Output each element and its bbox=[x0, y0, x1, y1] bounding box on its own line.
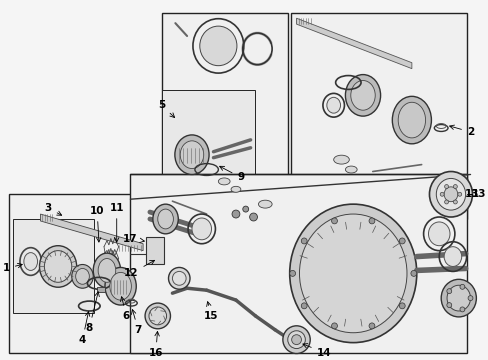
Ellipse shape bbox=[440, 279, 475, 317]
Text: 9: 9 bbox=[219, 166, 244, 183]
Ellipse shape bbox=[299, 214, 406, 333]
Ellipse shape bbox=[443, 187, 457, 202]
Ellipse shape bbox=[301, 303, 306, 309]
Ellipse shape bbox=[326, 97, 340, 113]
Ellipse shape bbox=[452, 185, 456, 189]
Ellipse shape bbox=[289, 270, 295, 276]
Ellipse shape bbox=[192, 218, 211, 240]
Text: 7: 7 bbox=[131, 310, 142, 335]
Ellipse shape bbox=[333, 155, 348, 164]
Text: 1: 1 bbox=[2, 264, 22, 274]
Ellipse shape bbox=[446, 303, 451, 307]
Ellipse shape bbox=[76, 269, 89, 284]
Ellipse shape bbox=[410, 270, 416, 276]
Ellipse shape bbox=[399, 238, 405, 244]
Ellipse shape bbox=[350, 81, 374, 110]
Ellipse shape bbox=[231, 186, 241, 192]
Ellipse shape bbox=[232, 210, 240, 218]
Bar bbox=[146, 237, 163, 265]
Bar bbox=[9, 194, 150, 352]
Ellipse shape bbox=[93, 253, 121, 288]
Ellipse shape bbox=[291, 335, 301, 345]
Ellipse shape bbox=[443, 247, 461, 266]
Polygon shape bbox=[41, 214, 143, 251]
Bar bbox=[162, 90, 255, 219]
Ellipse shape bbox=[168, 267, 190, 289]
Ellipse shape bbox=[435, 179, 465, 210]
Polygon shape bbox=[130, 175, 466, 352]
Bar bbox=[13, 219, 94, 313]
Ellipse shape bbox=[40, 246, 77, 287]
Text: 8: 8 bbox=[85, 292, 99, 333]
Bar bbox=[162, 13, 287, 219]
Ellipse shape bbox=[172, 271, 186, 285]
Ellipse shape bbox=[289, 204, 416, 343]
Text: 17: 17 bbox=[123, 234, 144, 244]
Ellipse shape bbox=[153, 204, 178, 234]
Ellipse shape bbox=[446, 285, 469, 311]
Ellipse shape bbox=[331, 218, 337, 224]
Ellipse shape bbox=[428, 171, 471, 217]
Ellipse shape bbox=[446, 289, 451, 294]
Text: 13: 13 bbox=[464, 189, 479, 199]
Ellipse shape bbox=[391, 96, 430, 144]
Ellipse shape bbox=[258, 200, 271, 208]
Ellipse shape bbox=[175, 135, 209, 175]
Ellipse shape bbox=[249, 213, 257, 221]
Ellipse shape bbox=[368, 218, 374, 224]
Ellipse shape bbox=[110, 273, 131, 300]
Ellipse shape bbox=[427, 222, 449, 246]
Bar bbox=[290, 13, 466, 219]
Ellipse shape bbox=[44, 251, 72, 282]
Ellipse shape bbox=[397, 102, 425, 138]
Ellipse shape bbox=[243, 206, 248, 212]
Ellipse shape bbox=[444, 185, 447, 189]
Ellipse shape bbox=[331, 323, 337, 329]
Ellipse shape bbox=[158, 209, 173, 229]
Text: 16: 16 bbox=[148, 332, 163, 357]
Text: 3: 3 bbox=[44, 203, 61, 215]
Text: 13: 13 bbox=[470, 189, 485, 199]
Text: 10: 10 bbox=[90, 206, 104, 242]
Ellipse shape bbox=[301, 238, 306, 244]
Ellipse shape bbox=[218, 178, 230, 185]
Ellipse shape bbox=[467, 296, 472, 301]
Ellipse shape bbox=[345, 75, 380, 116]
Ellipse shape bbox=[399, 303, 405, 309]
Text: 5: 5 bbox=[158, 100, 174, 117]
Text: 6: 6 bbox=[120, 297, 130, 321]
Ellipse shape bbox=[444, 200, 447, 204]
Ellipse shape bbox=[24, 253, 38, 270]
Ellipse shape bbox=[287, 331, 305, 348]
Ellipse shape bbox=[439, 192, 443, 196]
Text: 4: 4 bbox=[79, 312, 90, 345]
Ellipse shape bbox=[200, 26, 237, 66]
Text: 12: 12 bbox=[124, 260, 154, 278]
Ellipse shape bbox=[98, 258, 116, 282]
Polygon shape bbox=[296, 18, 411, 69]
Ellipse shape bbox=[72, 265, 93, 288]
Ellipse shape bbox=[459, 284, 464, 289]
Ellipse shape bbox=[145, 303, 170, 329]
Ellipse shape bbox=[180, 141, 203, 168]
Ellipse shape bbox=[459, 307, 464, 312]
Text: 15: 15 bbox=[204, 302, 218, 321]
Text: 14: 14 bbox=[302, 344, 330, 357]
Ellipse shape bbox=[105, 267, 136, 305]
Ellipse shape bbox=[457, 192, 461, 196]
Ellipse shape bbox=[368, 323, 374, 329]
Bar bbox=[97, 287, 105, 292]
Ellipse shape bbox=[452, 200, 456, 204]
Ellipse shape bbox=[149, 307, 166, 325]
Text: 2: 2 bbox=[449, 125, 473, 137]
Ellipse shape bbox=[345, 166, 356, 173]
Text: 11: 11 bbox=[109, 203, 124, 242]
Ellipse shape bbox=[282, 326, 309, 354]
